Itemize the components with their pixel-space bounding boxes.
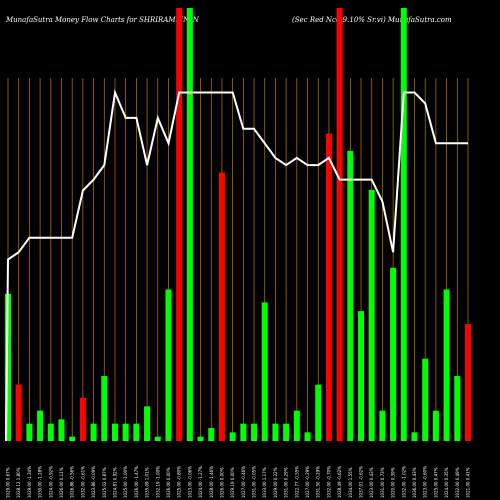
x-axis-label: 1035.09 1.01% [145, 467, 150, 498]
volume-bar [111, 423, 118, 441]
volume-bar [261, 302, 268, 441]
x-axis-label: 1029.19 0.00% [230, 467, 235, 498]
volume-bar [400, 8, 407, 441]
x-axis-label: 1032.00 -0.70% [326, 466, 331, 498]
volume-bar [304, 432, 311, 441]
x-axis-label: 1034.00 1.55% [348, 467, 353, 498]
x-axis-label: 1033.00 1.17% [262, 467, 267, 498]
volume-bar [58, 419, 65, 441]
x-axis-label: 1024.81 0.92% [112, 467, 117, 498]
volume-bar [390, 267, 397, 441]
x-axis-label: 1023.00 0.43% [369, 467, 374, 498]
x-axis-label: 1026.00 0.11% [59, 467, 64, 498]
volume-bar [422, 358, 429, 441]
x-axis-label: 1025.00 0.47% [433, 467, 438, 498]
volume-bar [26, 423, 33, 441]
volume-bar [79, 397, 86, 441]
x-axis-label: 1023.00 -0.60% [423, 466, 428, 498]
volume-bar [251, 423, 258, 441]
volume-bar [15, 384, 22, 441]
volume-bar [165, 289, 172, 441]
x-axis-label: 1031.00 0.73% [380, 467, 385, 498]
x-axis-label: 1024.00 -0.92% [48, 466, 53, 498]
volume-bar [47, 423, 54, 441]
x-axis-label: 1024.00 0.35% [444, 467, 449, 498]
volume-bar [272, 423, 279, 441]
x-axis-label: 1022.77 -0.55% [294, 466, 299, 498]
volume-bar [432, 410, 439, 441]
volume-bar [465, 324, 471, 441]
volume-bar [229, 432, 236, 441]
x-axis-label: 1032.00 0.49% [455, 467, 460, 498]
volume-bar [411, 432, 418, 441]
volume-bar [90, 423, 97, 441]
volume-bar [133, 423, 140, 441]
x-axis-label: 1020.00 0.39% [391, 467, 396, 498]
volume-bar [186, 8, 193, 441]
x-axis-label: 1027.00 -0.29% [305, 466, 310, 498]
x-axis-label: 1029.00 0.22% [273, 467, 278, 498]
volume-bar [101, 376, 108, 441]
x-axis-label: 1031.00 0.29% [284, 467, 289, 498]
x-axis-label: 1026.00 0.00% [166, 467, 171, 498]
x-axis-label: 1028.12 1.80% [16, 467, 21, 498]
x-axis-label: 1032.19 -1.00% [155, 466, 160, 498]
price-line-path [5, 88, 468, 442]
x-axis-label: 1027.00 -0.46% [241, 466, 246, 498]
x-axis-label: 1024.00 -1.27% [198, 466, 203, 498]
volume-bar [69, 436, 76, 441]
volume-bar [144, 406, 151, 441]
x-axis-label: 1030.00 -1.28% [38, 466, 43, 498]
volume-bar [325, 133, 332, 441]
volume-bar [37, 410, 44, 441]
x-axis-label: 1025.00 -1.00% [123, 466, 128, 498]
x-axis-label: 1028.00 -1.46% [209, 466, 214, 498]
x-axis-label: 1036.00 0.43% [412, 467, 417, 498]
volume-bar [5, 293, 11, 441]
x-axis-label: 1037.01 -0.62% [359, 466, 364, 498]
x-axis-label: 1025.02 0.87% [102, 467, 107, 498]
x-axis-label: 1032.00 -0.61% [80, 466, 85, 498]
volume-bar [443, 289, 450, 441]
volume-bar [454, 376, 461, 441]
x-axis-labels: 1029.00 0.67% 1028.12 1.80% 1029.00 -1.34%… [6, 466, 471, 498]
x-axis-label: 1032.00 -1.02% [401, 466, 406, 498]
volume-bar [176, 8, 183, 441]
x-axis-label: 1023.00 -0.06% [187, 466, 192, 498]
volume-bar [379, 410, 386, 441]
x-axis-label: 1026.00 0.00% [219, 467, 224, 498]
volume-bar [218, 172, 225, 442]
volume-bar [208, 428, 215, 441]
volume-bar [197, 436, 204, 441]
volume-bar [347, 150, 354, 441]
x-axis-label: 1028.49 -0.62% [337, 466, 342, 498]
volume-bar [315, 384, 322, 441]
volume-bar [368, 189, 375, 441]
x-axis-label: 1029.00 0.67% [6, 467, 11, 498]
volume-bar [154, 436, 161, 441]
x-axis-label: 1023.86 -0.09% [91, 466, 96, 498]
volume-bar [240, 423, 247, 441]
chart-title-left: MunafaSutra Money Flow Charts for SHRIRA… [5, 16, 200, 24]
volume-bar [283, 423, 290, 441]
x-axis-label: 1026.00 -1.47% [134, 466, 139, 498]
x-axis-label: 1025.00 -0.80% [177, 466, 182, 498]
volume-bar [336, 8, 343, 441]
volume-bar [293, 410, 300, 441]
volume-bar [358, 311, 365, 441]
price-line [5, 88, 468, 442]
x-axis-label: 1026.86 -0.56% [70, 466, 75, 498]
x-axis-label: 1021.00 0.41% [466, 467, 471, 498]
chart-title-right: (Sec Red Ncd 9.10% Sr.vi) MunafaSutra.co… [292, 16, 452, 24]
x-axis-label: 1031.00 -0.05% [252, 466, 257, 498]
bars [5, 8, 471, 442]
x-axis-label: 1029.00 -1.34% [27, 466, 32, 498]
x-axis-label: 1031.50 -0.29% [316, 466, 321, 498]
volume-bar [122, 423, 129, 441]
